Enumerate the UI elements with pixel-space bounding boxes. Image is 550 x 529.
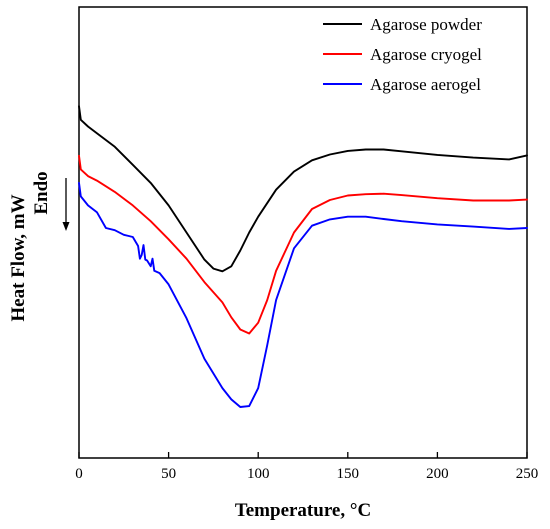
x-tick-label: 250 <box>516 466 539 482</box>
legend-label-powder: Agarose powder <box>370 15 482 34</box>
x-tick-label: 50 <box>161 466 176 482</box>
x-axis-title: Temperature, °C <box>235 500 371 521</box>
endo-annotation: Endo <box>31 171 52 214</box>
y-axis-title: Heat Flow, mW <box>8 194 29 321</box>
x-tick-label: 200 <box>426 466 449 482</box>
legend: Agarose powder Agarose cryogel Agarose a… <box>323 15 482 94</box>
series-layer <box>78 105 528 408</box>
legend-label-cryogel: Agarose cryogel <box>370 45 482 64</box>
series-line-agarose-aerogel <box>78 181 528 408</box>
x-tick-label: 150 <box>337 466 360 482</box>
x-tick-label: 100 <box>247 466 270 482</box>
plot-frame <box>78 6 528 459</box>
endo-arrow <box>62 178 70 231</box>
series-line-agarose-cryogel <box>78 154 528 335</box>
series-line-agarose-powder <box>78 105 528 273</box>
x-ticks: 0 50 100 150 200 250 <box>75 452 538 482</box>
x-tick-label: 0 <box>75 466 83 482</box>
legend-label-aerogel: Agarose aerogel <box>370 75 481 94</box>
